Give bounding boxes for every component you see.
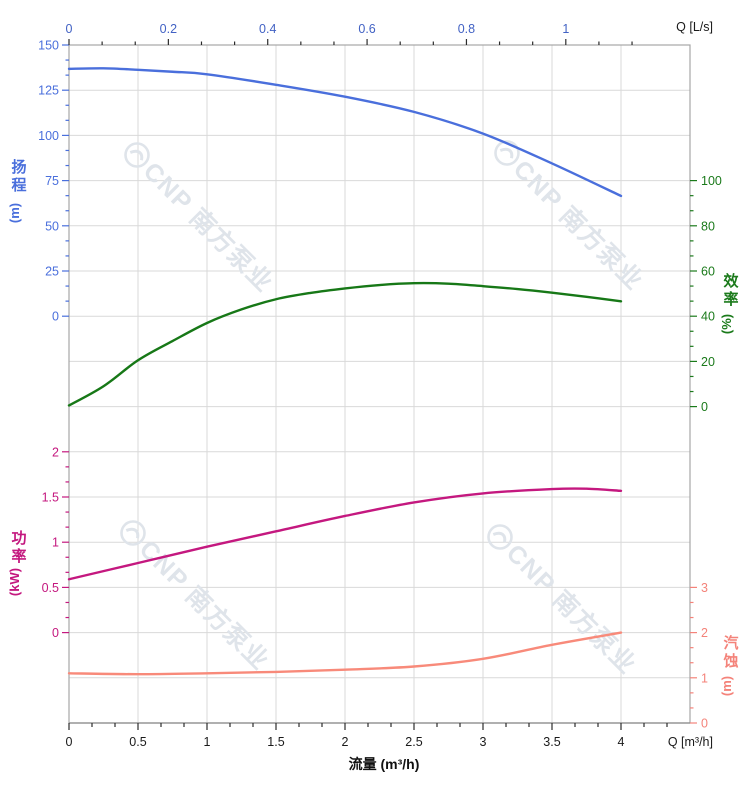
npsh-tick-label: 1 [701, 671, 708, 685]
cnp-logo-icon [124, 142, 150, 168]
efficiency-tick-label: 20 [701, 355, 715, 369]
power-tick-label: 1 [52, 536, 59, 550]
power-axis-title: 功 [11, 530, 26, 547]
cnp-logo-icon [120, 520, 146, 546]
efficiency-axis-title: 效 [723, 272, 739, 290]
flow-ls-tick-label: 0.6 [358, 22, 375, 36]
cnp-logo-swoosh [129, 149, 144, 161]
bottom-axis-unit-label: Q [m³/h] [667, 735, 713, 749]
cnp-logo-icon [494, 140, 520, 166]
efficiency-axis-title: 率 [723, 290, 738, 308]
power-tick-label: 0 [52, 626, 59, 640]
watermark: CNP 南方泵业 [494, 140, 649, 296]
cnp-logo-icon [487, 524, 513, 550]
npsh-tick-label: 0 [701, 717, 708, 731]
npsh-axis: 0 1 2 3 汽蚀 (m) [690, 581, 739, 731]
npsh-axis-title: 汽 [723, 634, 738, 652]
npsh-axis-title: 蚀 [722, 652, 738, 670]
head-tick-label: 75 [45, 174, 59, 188]
efficiency-tick-label: 0 [701, 400, 708, 414]
cnp-logo-swoosh [125, 527, 140, 539]
efficiency-axis-unit: (%) [719, 314, 734, 334]
efficiency-tick-label: 60 [701, 265, 715, 279]
npsh-tick-label: 3 [701, 581, 708, 595]
flow-tick-label: 4 [618, 735, 625, 749]
watermark-text: CNP 南方泵业 [138, 156, 280, 298]
npsh-axis-unit: (m) [719, 676, 734, 696]
top-axis-unit-label: Q [L/s] [676, 20, 713, 34]
head-tick-label: 125 [38, 84, 59, 98]
power-tick-label: 1.5 [42, 491, 59, 505]
head-tick-label: 100 [38, 129, 59, 143]
watermark: CNP 南方泵业 [487, 524, 642, 680]
watermark: CNP 南方泵业 [124, 142, 280, 298]
head-tick-label: 150 [38, 39, 59, 53]
npsh-tick-label: 2 [701, 626, 708, 640]
npsh-curve [67, 631, 623, 676]
power-axis-title: 率 [11, 547, 26, 565]
power-axis: 0 0.5 1 1.5 2 功率 (kW) [7, 445, 69, 640]
cnp-logo-swoosh [499, 147, 514, 159]
gridlines [69, 45, 690, 723]
flow-axis-bottom: 0 0.5 1 1.5 2 2.5 3 3.5 4 [66, 722, 690, 749]
power-axis-unit: (kW) [7, 568, 22, 596]
flow-tick-label: 1.5 [267, 735, 284, 749]
flow-ls-tick-label: 1 [562, 22, 569, 36]
power-tick-label: 0.5 [42, 581, 59, 595]
head-curve [67, 67, 623, 198]
efficiency-axis: 0 20 40 60 80 100 效率 (%) [690, 174, 739, 414]
flow-tick-label: 3.5 [543, 735, 560, 749]
flow-tick-label: 2.5 [405, 735, 422, 749]
flow-tick-label: 3 [480, 735, 487, 749]
flow-ls-tick-label: 0.4 [259, 22, 276, 36]
efficiency-tick-label: 40 [701, 310, 715, 324]
efficiency-curve [67, 281, 623, 407]
flow-axis-title: 流量 (m³/h) [348, 756, 420, 772]
watermark-text: CNP 南方泵业 [134, 534, 276, 676]
head-axis: 0 25 50 75 100 125 150 扬程 (m) [7, 39, 69, 324]
flow-ls-tick-label: 0.8 [458, 22, 475, 36]
flow-tick-label: 2 [342, 735, 349, 749]
efficiency-tick-label: 80 [701, 219, 715, 233]
head-tick-label: 50 [45, 219, 59, 233]
flow-axis-top: 0 0.2 0.4 0.6 0.8 1 [66, 22, 633, 45]
power-curve [67, 487, 623, 581]
power-tick-label: 2 [52, 445, 59, 459]
flow-tick-label: 1 [204, 735, 211, 749]
head-axis-unit: (m) [7, 203, 22, 223]
head-tick-label: 25 [45, 265, 59, 279]
head-axis-title: 程 [11, 177, 26, 194]
head-axis-title: 扬 [11, 158, 26, 176]
head-tick-label: 0 [52, 310, 59, 324]
flow-tick-label: 0 [66, 735, 73, 749]
cnp-logo-swoosh [492, 531, 507, 543]
efficiency-tick-label: 100 [701, 174, 722, 188]
flow-tick-label: 0.5 [129, 735, 146, 749]
flow-ls-tick-label: 0 [66, 22, 73, 36]
watermark-layer: CNP 南方泵业 CNP 南方泵业 CNP 南方泵业 CNP 南方泵业 [120, 140, 649, 680]
flow-ls-tick-label: 0.2 [160, 22, 177, 36]
